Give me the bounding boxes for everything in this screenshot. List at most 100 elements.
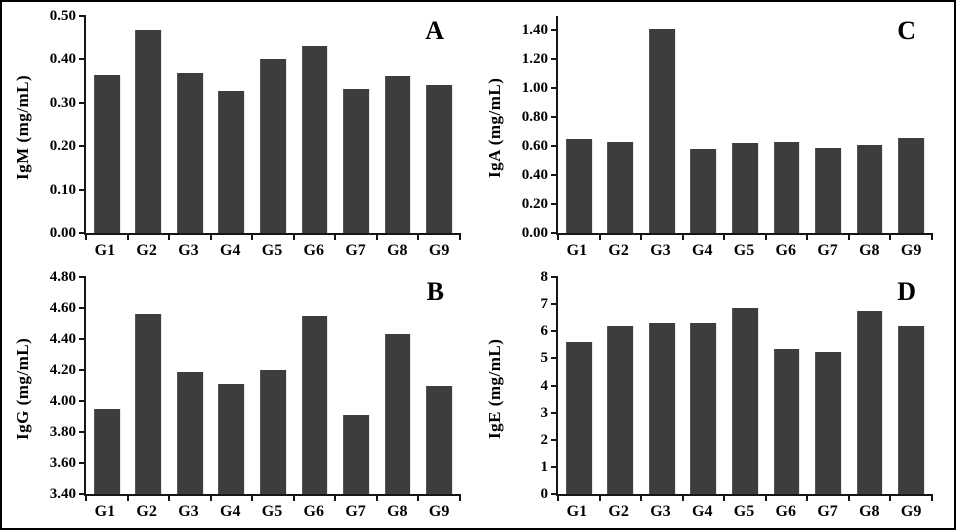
y-tick-label: 1.00 xyxy=(521,80,548,97)
x-category-label-g5: G5 xyxy=(261,503,283,520)
bar-c-g5 xyxy=(732,143,758,233)
y-tick-label: 3.60 xyxy=(49,455,76,472)
x-category-label-g6: G6 xyxy=(303,242,324,259)
y-tick-label: 4.80 xyxy=(49,269,76,285)
plot-column-b: B 3.40 3.60 3.80 4.00 4.20 4.40 4.60 4.80 G1 G2 G… xyxy=(50,269,461,526)
y-tick-label: 0.40 xyxy=(49,51,76,68)
bar-d-g6 xyxy=(773,348,800,494)
x-category-label-g6: G6 xyxy=(775,242,796,259)
y-tick-mark xyxy=(551,203,558,206)
bar-a-g5 xyxy=(260,58,286,233)
x-tick-mark xyxy=(251,494,254,501)
x-category-label-g3: G3 xyxy=(178,242,199,259)
y-tick-label: 8 xyxy=(540,269,549,285)
x-category-label-g8: G8 xyxy=(859,503,880,520)
x-tick-mark xyxy=(681,494,684,501)
x-category-label-g7: G7 xyxy=(345,503,366,520)
x-tick-mark xyxy=(417,233,420,240)
x-category-label-g7: G7 xyxy=(817,503,838,520)
panel-a-igm: IgM (mg/mL) A 0.00 0.10 0.20 0.30 0.40 0.50 G… xyxy=(6,4,478,265)
x-tick-mark xyxy=(681,233,684,240)
y-tick-mark xyxy=(551,384,558,387)
x-tick-mark xyxy=(598,494,601,501)
bar-d-g1 xyxy=(565,342,592,494)
y-tick-label: 5 xyxy=(540,350,549,367)
y-tick-mark xyxy=(551,232,558,234)
plot-area-a: A 0.00 0.10 0.20 0.30 0.40 0.50 xyxy=(50,8,461,241)
panel-d-ige: IgE (mg/mL) D 0 1 2 3 4 5 6 7 8 G1 G2 G3 G4 G5 G6 G7 G8… xyxy=(478,265,950,526)
bar-a-g8 xyxy=(384,76,411,233)
y-tick-mark xyxy=(79,338,86,340)
x-category-label-g2: G2 xyxy=(608,503,629,520)
x-category-label-g9: G9 xyxy=(428,503,450,520)
plot-area-b: B 3.40 3.60 3.80 4.00 4.20 4.40 4.60 4.80 xyxy=(50,269,461,502)
bar-c-g7 xyxy=(815,147,841,233)
panel-b-igg: IgG (mg/mL) B 3.40 3.60 3.80 4.00 4.20 4.40 4.… xyxy=(6,265,478,526)
x-tick-mark xyxy=(251,233,254,240)
x-category-label-g2: G2 xyxy=(608,242,629,259)
y-tick-label: 7 xyxy=(540,296,549,313)
x-tick-mark xyxy=(723,494,726,501)
y-tick-mark xyxy=(79,307,86,309)
x-tick-mark xyxy=(764,233,767,240)
x-category-label-g9: G9 xyxy=(900,242,922,259)
panel-letter-d: D xyxy=(897,277,916,306)
y-tick-label: 0.60 xyxy=(521,138,548,155)
x-tick-mark xyxy=(375,494,378,501)
y-tick-mark xyxy=(551,411,558,414)
x-tick-mark xyxy=(764,494,767,501)
plot-column-c: C 0.00 0.20 0.40 0.60 0.80 1.00 1.20 1.40 G1 G2 G… xyxy=(522,16,933,265)
x-axis-labels-d: G1 G2 G3 G4 G5 G6 G7 G8 G9 xyxy=(556,496,932,526)
x-category-label-g9: G9 xyxy=(428,242,450,259)
x-tick-mark xyxy=(557,494,559,501)
x-category-label-g2: G2 xyxy=(136,242,157,259)
y-tick-mark xyxy=(551,330,558,333)
y-tick-mark xyxy=(79,276,86,278)
x-category-label-g8: G8 xyxy=(859,242,880,259)
bar-a-g2 xyxy=(135,29,162,233)
y-tick-mark xyxy=(79,400,86,402)
bar-a-g9 xyxy=(426,85,453,233)
y-tick-mark xyxy=(551,145,558,148)
bar-b-g6 xyxy=(301,315,328,494)
x-category-label-g7: G7 xyxy=(817,242,838,259)
bar-b-g3 xyxy=(177,371,203,494)
x-tick-mark xyxy=(931,233,933,240)
bar-d-g9 xyxy=(898,325,925,494)
bar-b-g1 xyxy=(93,408,120,494)
bar-b-g8 xyxy=(384,334,411,494)
y-axis-label-iga: IgA (mg/mL) xyxy=(485,77,504,178)
y-tick-label: 0.00 xyxy=(49,225,76,241)
x-category-label-g4: G4 xyxy=(691,503,713,520)
bar-b-g5 xyxy=(260,370,286,494)
x-tick-mark xyxy=(889,494,892,501)
x-tick-mark xyxy=(640,233,643,240)
bar-b-g4 xyxy=(218,383,245,494)
y-tick-mark xyxy=(551,87,558,90)
y-tick-mark xyxy=(79,58,86,61)
y-tick-mark xyxy=(79,15,86,17)
bar-c-g1 xyxy=(565,138,592,233)
bar-a-g7 xyxy=(343,88,369,233)
x-axis-labels-b: G1 G2 G3 G4 G5 G6 G7 G8 G9 xyxy=(84,496,460,526)
x-category-label-g8: G8 xyxy=(387,242,408,259)
y-tick-mark xyxy=(551,493,558,495)
x-tick-mark xyxy=(806,233,809,240)
x-tick-mark xyxy=(459,494,461,501)
x-tick-mark xyxy=(209,233,212,240)
y-axis-label-igg: IgG (mg/mL) xyxy=(13,337,32,440)
x-tick-mark xyxy=(292,233,295,240)
x-category-label-g9: G9 xyxy=(900,503,922,520)
x-category-label-g6: G6 xyxy=(775,503,796,520)
y-tick-label: 0.30 xyxy=(49,94,76,111)
y-tick-label: 2 xyxy=(540,431,549,448)
panel-c-iga: IgA (mg/mL) C 0.00 0.20 0.40 0.60 0.80 1.00 1.… xyxy=(478,4,950,265)
x-tick-mark xyxy=(889,233,892,240)
x-tick-mark xyxy=(847,233,850,240)
x-tick-mark xyxy=(334,233,337,240)
bar-a-g4 xyxy=(218,90,245,233)
y-tick-label: 4.00 xyxy=(49,393,76,409)
y-tick-label: 0.50 xyxy=(49,8,76,24)
x-tick-mark xyxy=(334,494,337,501)
bar-a-g6 xyxy=(301,46,328,233)
